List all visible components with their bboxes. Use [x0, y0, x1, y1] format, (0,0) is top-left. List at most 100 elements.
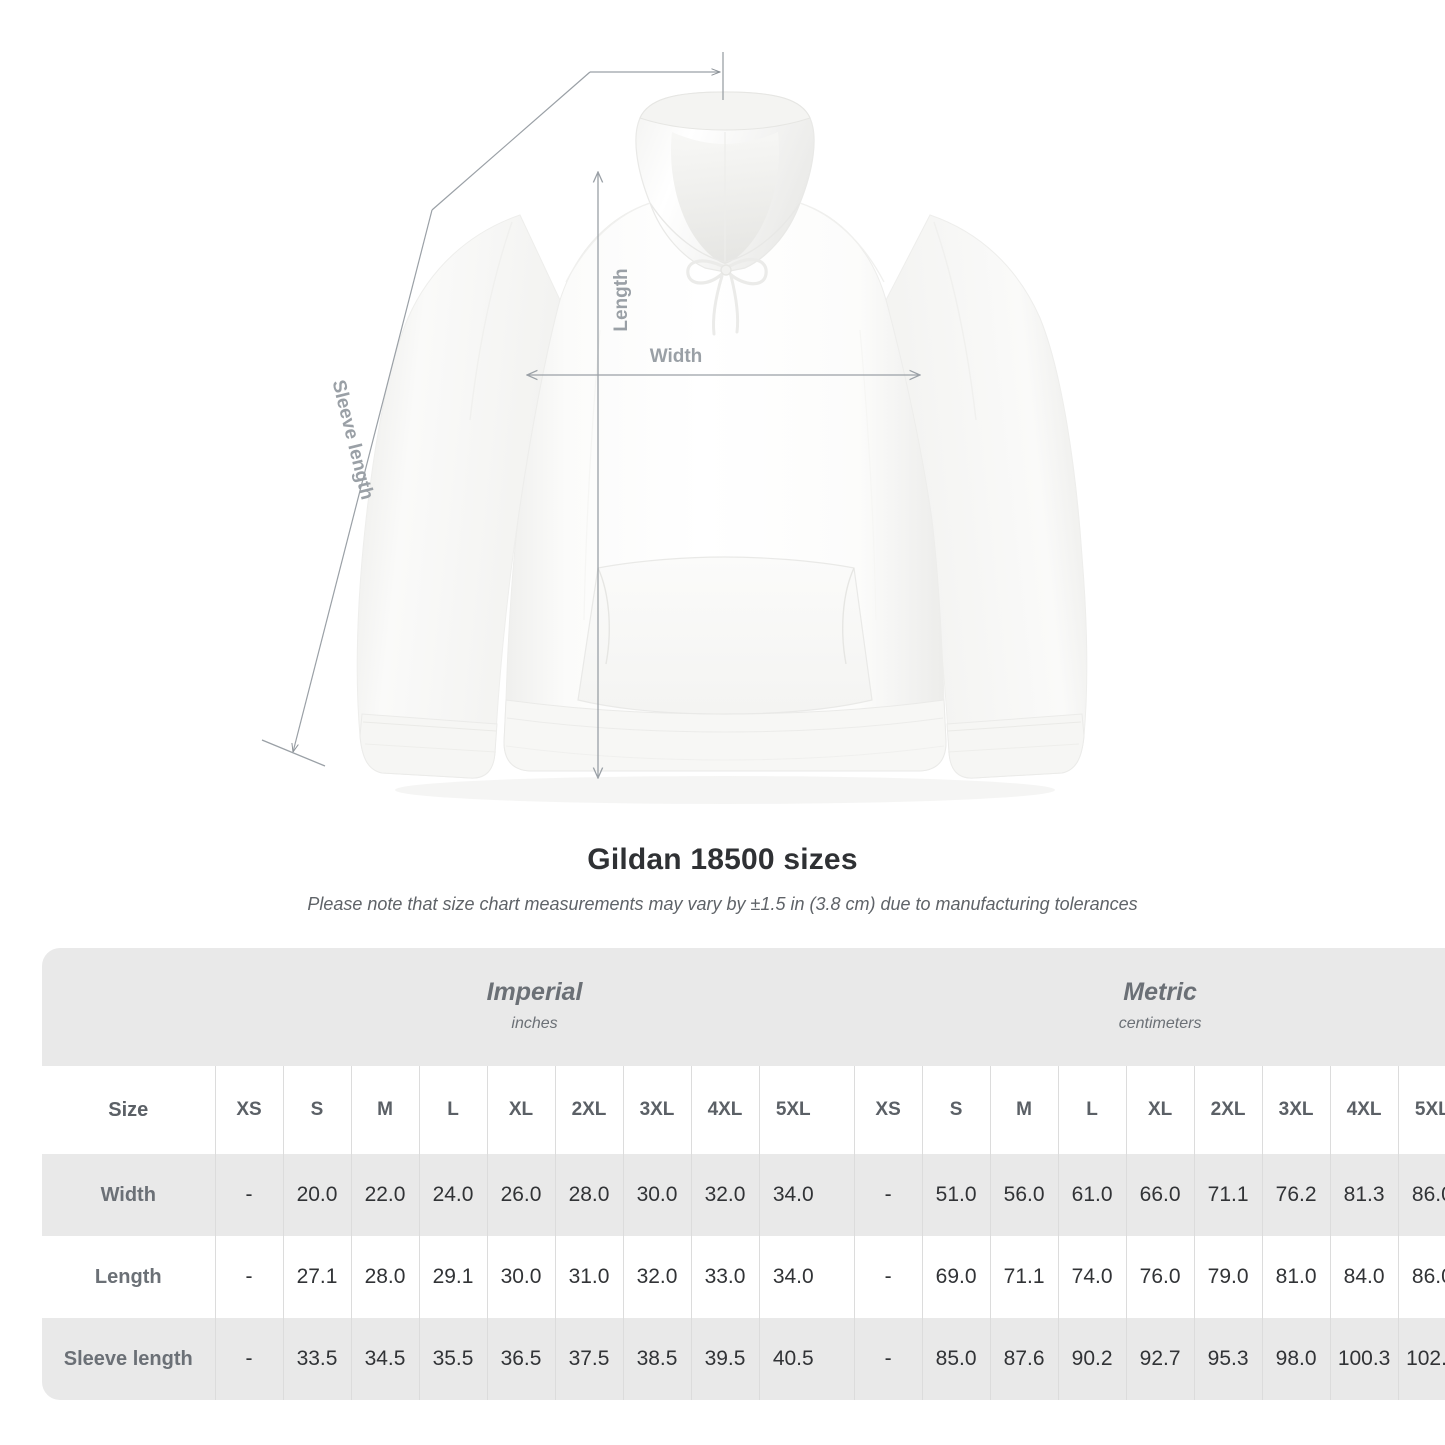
- unit-gap-cell: [827, 1318, 855, 1400]
- cell-metric-4XL: 81.3: [1329, 1154, 1399, 1236]
- cell-imperial-2XL: 28.0: [554, 1154, 623, 1236]
- cell-metric-M: 71.1: [989, 1236, 1059, 1318]
- cell-metric-3XL: 76.2: [1261, 1154, 1331, 1236]
- size-header-imperial-5XL: 5XL: [758, 1066, 827, 1154]
- size-header-metric-L: L: [1057, 1066, 1127, 1154]
- width-dimension: Width: [527, 346, 920, 375]
- length-dimension: Length: [598, 172, 632, 778]
- unit-banner-spacer: [42, 948, 215, 1066]
- cell-imperial-2XL: 31.0: [554, 1236, 623, 1318]
- size-header-imperial-M: M: [350, 1066, 419, 1154]
- cell-imperial-4XL: 33.0: [690, 1236, 759, 1318]
- size-header-label: Size: [42, 1066, 215, 1154]
- cell-metric-S: 51.0: [921, 1154, 991, 1236]
- cell-metric-L: 90.2: [1057, 1318, 1127, 1400]
- cell-imperial-L: 24.0: [418, 1154, 487, 1236]
- cell-imperial-5XL: 34.0: [758, 1236, 827, 1318]
- cell-imperial-XL: 30.0: [486, 1236, 555, 1318]
- unit-group-imperial: Imperial inches: [215, 948, 855, 1066]
- cell-metric-3XL: 98.0: [1261, 1318, 1331, 1400]
- page-subtitle: Please note that size chart measurements…: [307, 894, 1138, 914]
- hoodie-garment: [356, 91, 1088, 804]
- cell-imperial-L: 35.5: [418, 1318, 487, 1400]
- cell-imperial-M: 34.5: [350, 1318, 419, 1400]
- table-row: Length -27.1 28.0 29.1 30.0 31.0 32.0 33.0 34.0-…: [42, 1236, 1445, 1318]
- cell-imperial-4XL: 39.5: [690, 1318, 759, 1400]
- cell-metric-L: 74.0: [1057, 1236, 1127, 1318]
- drawstring: [686, 257, 768, 336]
- size-header-metric-4XL: 4XL: [1329, 1066, 1399, 1154]
- unit-group-subtitle: inches: [511, 1015, 558, 1032]
- cell-imperial-XS: -: [214, 1236, 283, 1318]
- cell-imperial-XS: -: [214, 1318, 283, 1400]
- cell-imperial-S: 33.5: [282, 1318, 351, 1400]
- cell-imperial-XL: 26.0: [486, 1154, 555, 1236]
- size-header-metric-M: M: [989, 1066, 1059, 1154]
- cell-metric-XS: -: [853, 1318, 923, 1400]
- cell-imperial-M: 22.0: [350, 1154, 419, 1236]
- size-header-imperial-L: L: [418, 1066, 487, 1154]
- cell-metric-M: 87.6: [989, 1318, 1059, 1400]
- cell-metric-XL: 92.7: [1125, 1318, 1195, 1400]
- width-label: Width: [650, 346, 703, 367]
- cell-metric-XS: -: [853, 1154, 923, 1236]
- size-header-metric-S: S: [921, 1066, 991, 1154]
- title-block: Gildan 18500 sizes Please note that size…: [0, 840, 1445, 916]
- cell-imperial-3XL: 30.0: [622, 1154, 691, 1236]
- sleeve-length-label: Sleeve length: [327, 378, 377, 502]
- unit-group-subtitle: centimeters: [1118, 1015, 1202, 1032]
- cell-imperial-XL: 36.5: [486, 1318, 555, 1400]
- cell-metric-5XL: 102.9: [1397, 1318, 1445, 1400]
- size-header-imperial-XL: XL: [486, 1066, 555, 1154]
- cell-imperial-5XL: 34.0: [758, 1154, 827, 1236]
- cell-metric-S: 85.0: [921, 1318, 991, 1400]
- cell-metric-L: 61.0: [1057, 1154, 1127, 1236]
- hoodie-illustration: Length Width Sleeve length: [261, 52, 1088, 804]
- page-title: Gildan 18500 sizes: [587, 843, 858, 876]
- size-header-metric-2XL: 2XL: [1193, 1066, 1263, 1154]
- cell-imperial-M: 28.0: [350, 1236, 419, 1318]
- cell-imperial-2XL: 37.5: [554, 1318, 623, 1400]
- size-header-metric-XL: XL: [1125, 1066, 1195, 1154]
- cell-metric-XL: 66.0: [1125, 1154, 1195, 1236]
- unit-gap-cell: [827, 1066, 855, 1154]
- cell-metric-4XL: 100.3: [1329, 1318, 1399, 1400]
- size-header-metric-3XL: 3XL: [1261, 1066, 1331, 1154]
- cell-metric-M: 56.0: [989, 1154, 1059, 1236]
- size-header-imperial-4XL: 4XL: [690, 1066, 759, 1154]
- cell-imperial-S: 27.1: [282, 1236, 351, 1318]
- size-header-imperial-3XL: 3XL: [622, 1066, 691, 1154]
- size-header-imperial-S: S: [282, 1066, 351, 1154]
- cell-imperial-XS: -: [214, 1154, 283, 1236]
- cell-metric-S: 69.0: [921, 1236, 991, 1318]
- cell-metric-XL: 76.0: [1125, 1236, 1195, 1318]
- row-label-width: Width: [42, 1154, 215, 1236]
- cell-metric-2XL: 95.3: [1193, 1318, 1263, 1400]
- size-header-metric-5XL: 5XL: [1397, 1066, 1445, 1154]
- unit-group-metric: Metric centimeters: [854, 948, 1445, 1066]
- cell-imperial-5XL: 40.5: [758, 1318, 827, 1400]
- unit-banner-row: Imperial inches Metric centimeters: [42, 948, 1445, 1066]
- row-label-length: Length: [42, 1236, 215, 1318]
- unit-group-name: Imperial: [486, 978, 583, 1006]
- row-label-sleeve-length: Sleeve length: [42, 1318, 215, 1400]
- size-header-metric-XS: XS: [853, 1066, 923, 1154]
- cell-metric-5XL: 86.0: [1397, 1236, 1445, 1318]
- cell-metric-5XL: 86.0: [1397, 1154, 1445, 1236]
- size-header-imperial-2XL: 2XL: [554, 1066, 623, 1154]
- cell-metric-2XL: 79.0: [1193, 1236, 1263, 1318]
- cell-metric-4XL: 84.0: [1329, 1236, 1399, 1318]
- cell-imperial-S: 20.0: [282, 1154, 351, 1236]
- cell-metric-XS: -: [853, 1236, 923, 1318]
- cell-imperial-L: 29.1: [418, 1236, 487, 1318]
- size-chart-table: Imperial inches Metric centimeters Size XS S M L…: [42, 948, 1445, 1400]
- size-header-imperial-XS: XS: [214, 1066, 283, 1154]
- cell-metric-2XL: 71.1: [1193, 1154, 1263, 1236]
- cell-imperial-4XL: 32.0: [690, 1154, 759, 1236]
- cell-imperial-3XL: 38.5: [622, 1318, 691, 1400]
- unit-gap-cell: [827, 1236, 855, 1318]
- cell-metric-3XL: 81.0: [1261, 1236, 1331, 1318]
- length-label: Length: [611, 268, 632, 331]
- cell-imperial-3XL: 32.0: [622, 1236, 691, 1318]
- hoodie-diagram-svg: Length Width Sleeve length: [261, 52, 1088, 804]
